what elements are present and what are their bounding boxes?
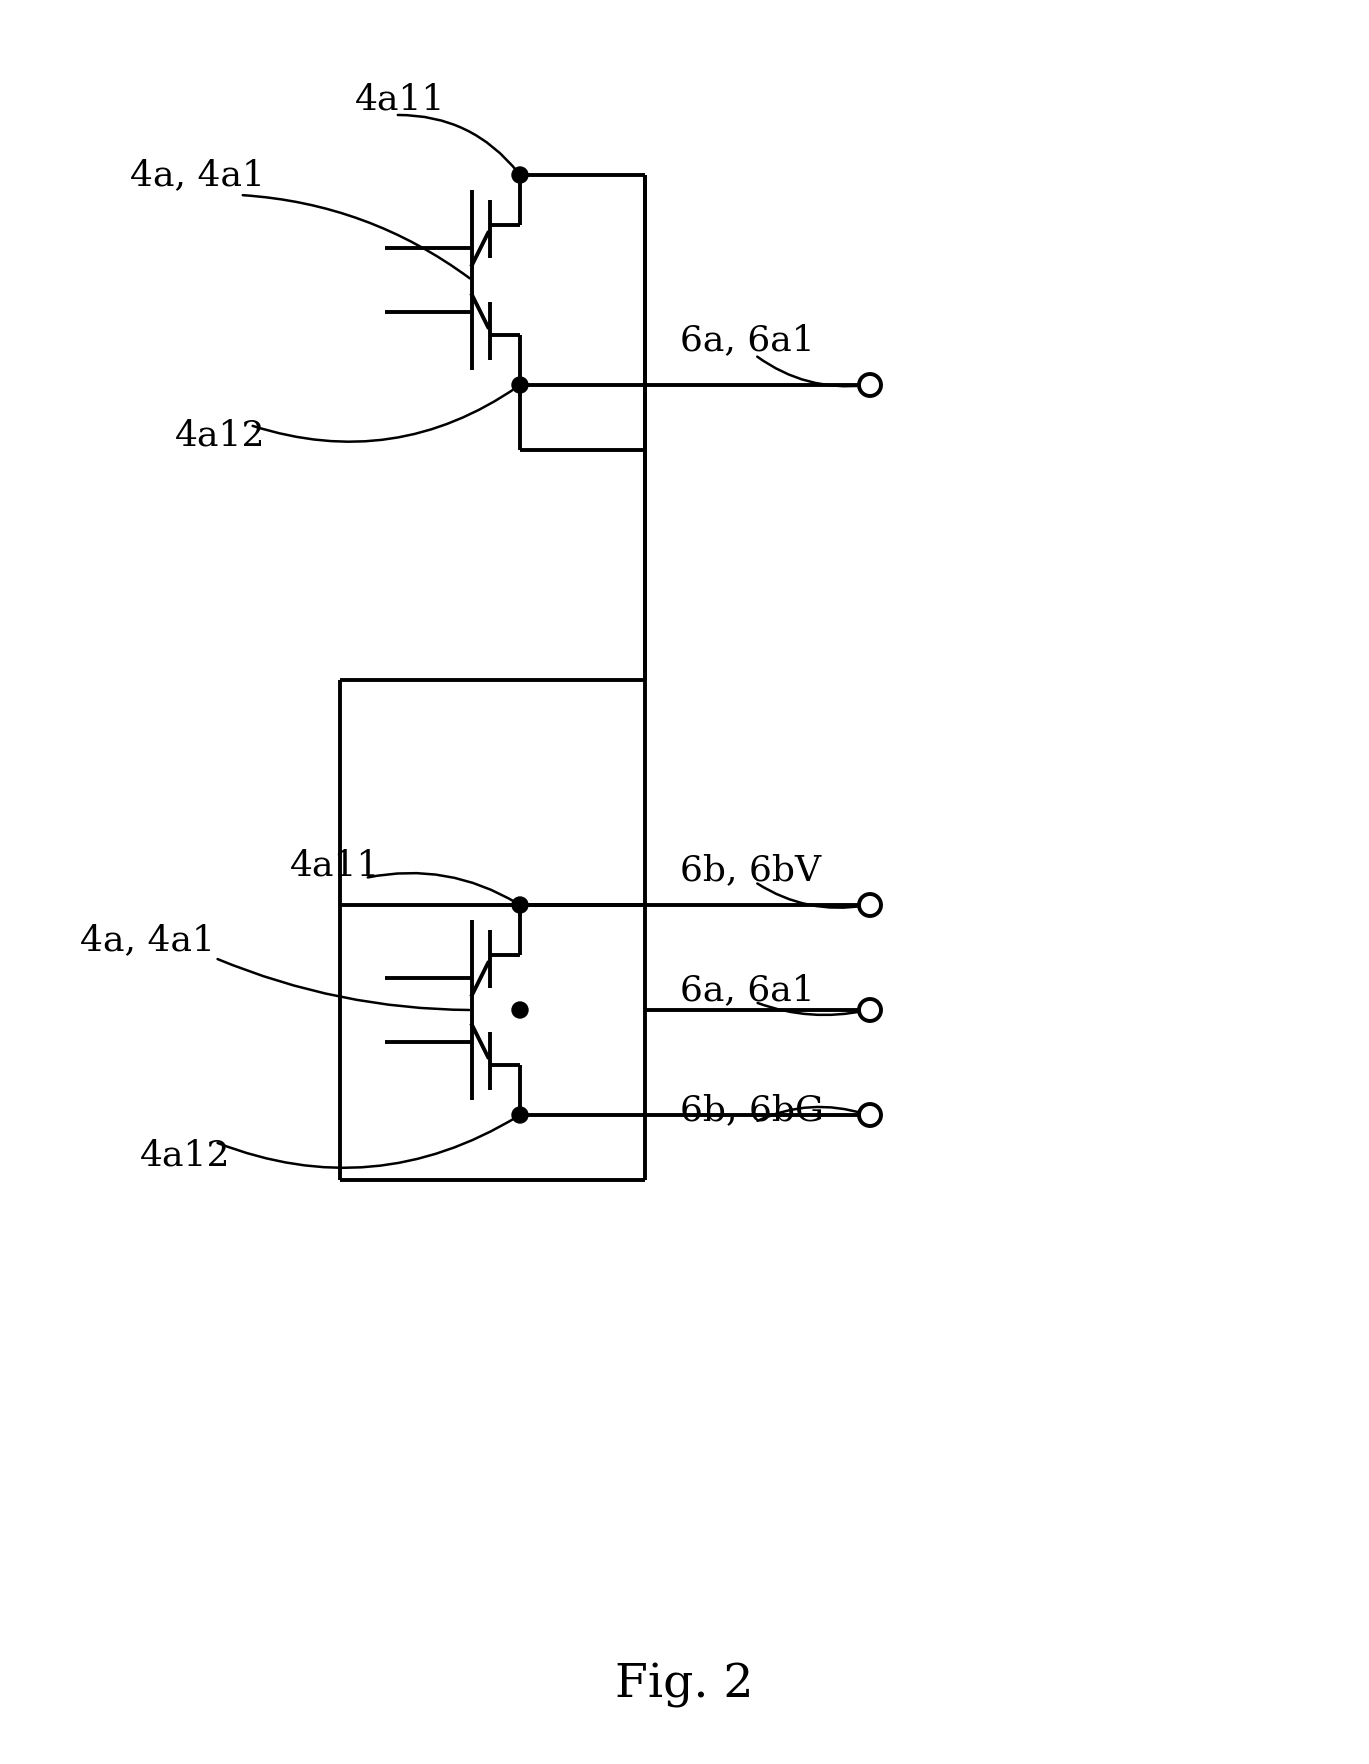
Text: 4a, 4a1: 4a, 4a1 xyxy=(79,923,215,958)
Text: 4a12: 4a12 xyxy=(175,418,266,452)
Text: 4a11: 4a11 xyxy=(290,848,381,882)
Circle shape xyxy=(858,1104,882,1125)
Text: 6a, 6a1: 6a, 6a1 xyxy=(680,323,815,356)
Text: 4a, 4a1: 4a, 4a1 xyxy=(130,159,266,192)
Text: Fig. 2: Fig. 2 xyxy=(615,1662,753,1708)
Circle shape xyxy=(858,374,882,395)
Text: 4a12: 4a12 xyxy=(140,1138,230,1171)
Text: 4a11: 4a11 xyxy=(355,83,445,116)
Text: 6a, 6a1: 6a, 6a1 xyxy=(680,974,815,1007)
Text: 6b, 6bG: 6b, 6bG xyxy=(680,1094,824,1127)
Circle shape xyxy=(512,1002,528,1018)
Circle shape xyxy=(512,898,528,914)
Circle shape xyxy=(858,998,882,1021)
Circle shape xyxy=(858,894,882,916)
Circle shape xyxy=(512,168,528,183)
Circle shape xyxy=(512,1108,528,1124)
Text: 6b, 6bV: 6b, 6bV xyxy=(680,854,821,887)
Circle shape xyxy=(512,377,528,393)
